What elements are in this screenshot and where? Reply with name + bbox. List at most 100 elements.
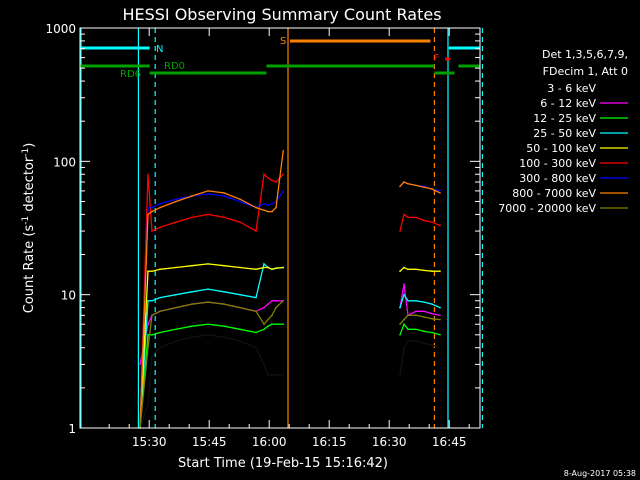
legend-header-2: FDecim 1, Att 0	[543, 65, 628, 78]
plot-frame	[79, 27, 481, 429]
series-point-5	[267, 177, 269, 179]
legend-label-0: 3 - 6 keV	[547, 82, 596, 95]
chart-title: HESSI Observing Summary Count Rates	[122, 5, 441, 24]
series-point-4	[147, 270, 149, 272]
series-point-6	[271, 203, 273, 205]
series-point-4	[275, 267, 277, 269]
series-point-7	[439, 192, 441, 194]
legend-label-1: 6 - 12 keV	[540, 97, 596, 110]
series-point-7	[423, 186, 425, 188]
series-point-0	[431, 344, 433, 346]
y-axis-label-mid: detector	[22, 156, 37, 216]
series-point-3	[439, 306, 441, 309]
series-point-3	[175, 293, 177, 296]
series-point-3	[159, 296, 161, 299]
series-point-1	[271, 299, 273, 302]
series-point-1	[439, 314, 441, 317]
series-point-0	[423, 342, 425, 345]
series-point-5	[151, 230, 153, 232]
series-point-0	[439, 346, 441, 349]
axes: 15:30 15:45 16:00 16:15 16:30 16:45 1 10 100 1000	[45, 22, 480, 449]
series-point-1	[263, 306, 265, 309]
series-point-7	[263, 209, 265, 212]
series-point-0	[159, 346, 161, 349]
series-point-6	[282, 190, 285, 192]
series-point-2	[147, 334, 149, 336]
series-point-7	[207, 190, 209, 192]
series-point-7	[403, 181, 405, 183]
x-tick-label-5: 16:45	[432, 435, 467, 449]
series-point-5	[407, 216, 409, 219]
series-point-8	[255, 310, 257, 313]
series-point-1	[423, 310, 425, 313]
series-point-3	[207, 288, 209, 290]
series-point-3	[399, 306, 401, 309]
series-point-1	[403, 283, 405, 285]
series-point-5	[175, 221, 177, 223]
series-point-1	[139, 363, 141, 366]
status-flags: N S F RD0 RD6	[80, 28, 483, 428]
series-point-1	[431, 312, 433, 315]
series-point-0	[223, 336, 225, 338]
series-point-3	[423, 301, 425, 303]
series-point-2	[159, 331, 161, 334]
series-point-8	[263, 323, 265, 326]
series-point-7	[255, 206, 257, 209]
legend-label-4: 50 - 100 keV	[526, 142, 596, 155]
series-point-2	[267, 325, 269, 328]
series-point-5	[159, 226, 161, 229]
series-point-4	[439, 270, 441, 272]
series-point-6	[223, 195, 225, 197]
series-point-2	[431, 331, 433, 334]
series-point-0	[151, 354, 153, 357]
legend-label-2: 12 - 25 keV	[533, 112, 596, 125]
series-point-1	[267, 303, 269, 305]
series-point-8	[159, 310, 161, 313]
y-tick-label-2: 100	[53, 155, 76, 169]
series-point-2	[403, 323, 405, 326]
series-point-5	[439, 224, 441, 227]
series-point-5	[403, 213, 405, 216]
series-point-4	[151, 270, 153, 272]
series-point-3	[407, 299, 409, 302]
night-flag-label: N	[156, 44, 163, 55]
series-point-8	[175, 306, 177, 309]
series-point-4	[431, 270, 433, 272]
series-point-6	[151, 206, 153, 209]
series-point-5	[431, 221, 433, 223]
series-point-8	[267, 318, 269, 321]
series-point-5	[147, 173, 149, 176]
series-point-7	[271, 210, 273, 213]
series-point-0	[275, 374, 277, 376]
series-point-8	[271, 314, 273, 317]
series-point-5	[271, 179, 273, 182]
x-tick-label-3: 16:15	[312, 435, 347, 449]
series-point-8	[223, 303, 225, 305]
series-point-7	[159, 206, 161, 209]
series-point-2	[415, 328, 417, 331]
series-point-5	[191, 216, 193, 219]
series-point-0	[263, 363, 265, 366]
series-point-3	[403, 293, 405, 296]
x-tick-label-4: 16:30	[372, 435, 407, 449]
series-point-2	[275, 323, 277, 326]
series-point-7	[223, 192, 225, 194]
series-point-0	[239, 340, 241, 342]
series-point-4	[403, 266, 405, 269]
legend: Det 1,3,5,6,7,9, FDecim 1, Att 0 3 - 6 k…	[498, 48, 628, 215]
series-point-0	[271, 374, 273, 376]
series-point-8	[423, 316, 425, 318]
series-point-0	[403, 346, 405, 349]
legend-header-1: Det 1,3,5,6,7,9,	[542, 48, 628, 61]
series-point-2	[255, 331, 257, 334]
series-point-7	[239, 198, 241, 200]
series-point-7	[275, 206, 277, 209]
series-point-6	[175, 198, 177, 200]
series-point-5	[415, 216, 417, 219]
series-point-2	[399, 334, 401, 336]
series-point-8	[239, 306, 241, 309]
series-point-5	[399, 230, 401, 232]
y-axis-label-sup2: -1	[21, 148, 31, 157]
series-point-3	[191, 291, 193, 293]
